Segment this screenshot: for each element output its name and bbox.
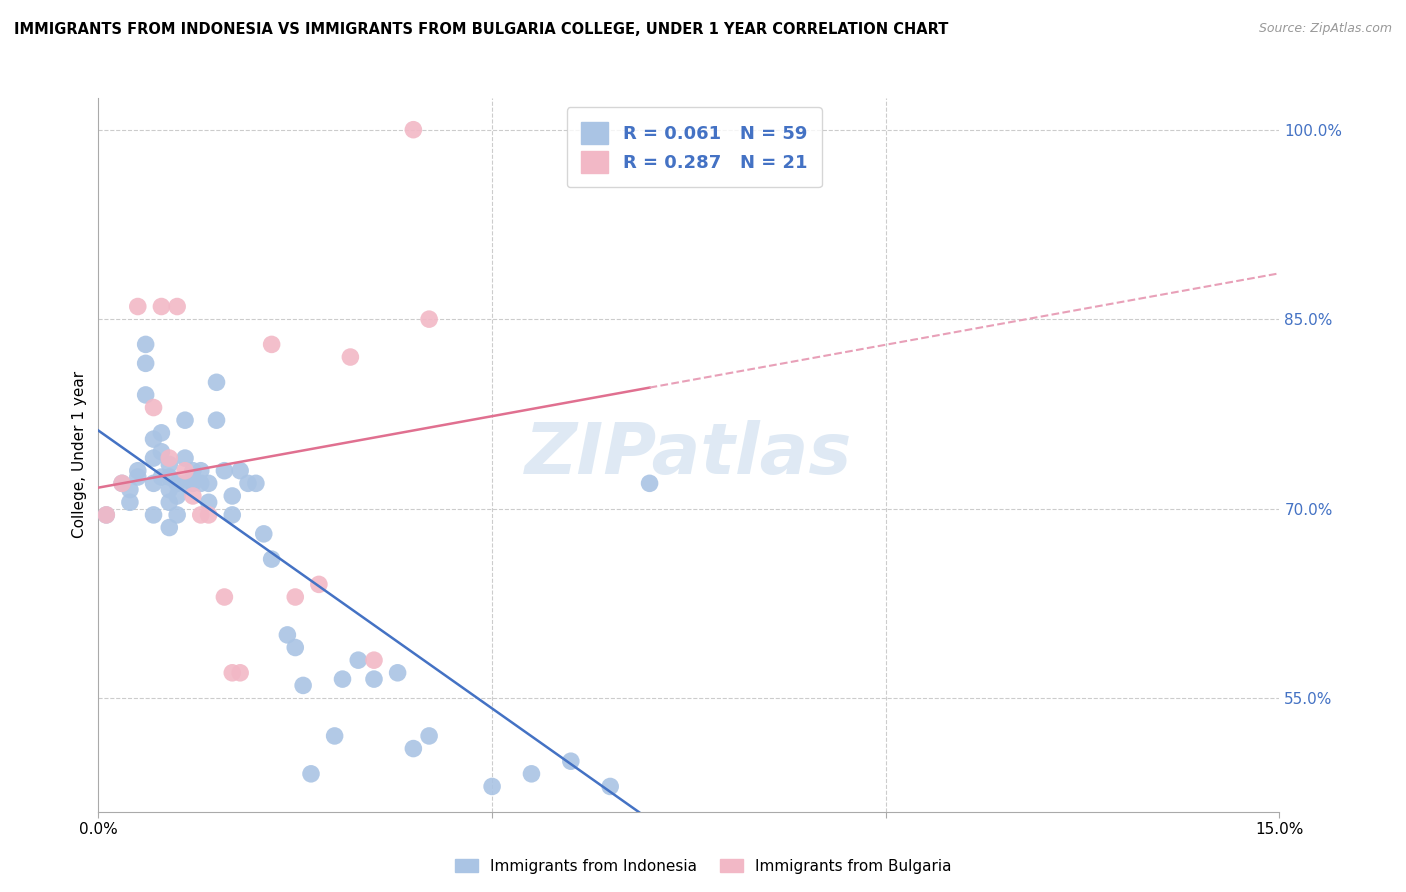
Point <box>190 464 212 478</box>
Point <box>181 489 204 503</box>
Point <box>284 640 307 655</box>
Point <box>166 489 188 503</box>
Point <box>174 413 197 427</box>
Point <box>166 508 188 522</box>
Point <box>260 552 283 566</box>
Point <box>197 476 219 491</box>
Point <box>418 729 440 743</box>
Point <box>135 356 157 370</box>
Point <box>599 780 621 794</box>
Point <box>363 672 385 686</box>
Point <box>142 508 165 522</box>
Point <box>118 483 141 497</box>
Point <box>276 628 298 642</box>
Point <box>142 451 165 466</box>
Legend: Immigrants from Indonesia, Immigrants from Bulgaria: Immigrants from Indonesia, Immigrants fr… <box>449 853 957 880</box>
Point <box>214 590 236 604</box>
Point <box>387 665 409 680</box>
Point <box>142 432 165 446</box>
Point <box>347 653 370 667</box>
Point <box>229 464 252 478</box>
Point <box>205 376 228 390</box>
Point <box>197 495 219 509</box>
Point <box>150 444 173 458</box>
Point <box>284 590 307 604</box>
Point <box>402 741 425 756</box>
Y-axis label: College, Under 1 year: College, Under 1 year <box>72 371 87 539</box>
Point <box>135 388 157 402</box>
Point <box>190 476 212 491</box>
Point <box>229 665 252 680</box>
Point <box>205 413 228 427</box>
Point <box>292 678 315 692</box>
Text: Source: ZipAtlas.com: Source: ZipAtlas.com <box>1258 22 1392 36</box>
Point <box>166 300 188 314</box>
Point <box>150 470 173 484</box>
Point <box>174 451 197 466</box>
Point <box>190 508 212 522</box>
Point <box>638 476 661 491</box>
Point <box>127 470 149 484</box>
Point <box>111 476 134 491</box>
Point <box>127 464 149 478</box>
Point <box>221 665 243 680</box>
Point <box>174 464 197 478</box>
Point <box>150 425 173 440</box>
Point <box>142 476 165 491</box>
Point <box>481 780 503 794</box>
Text: IMMIGRANTS FROM INDONESIA VS IMMIGRANTS FROM BULGARIA COLLEGE, UNDER 1 YEAR CORR: IMMIGRANTS FROM INDONESIA VS IMMIGRANTS … <box>14 22 949 37</box>
Point <box>418 312 440 326</box>
Point <box>520 767 543 781</box>
Point <box>157 483 180 497</box>
Point <box>181 464 204 478</box>
Point <box>339 350 361 364</box>
Point <box>127 300 149 314</box>
Point <box>96 508 118 522</box>
Point <box>174 476 197 491</box>
Point <box>157 495 180 509</box>
Point <box>260 337 283 351</box>
Point <box>332 672 354 686</box>
Point <box>245 476 267 491</box>
Point <box>402 122 425 136</box>
Point <box>157 458 180 472</box>
Point <box>181 476 204 491</box>
Point <box>142 401 165 415</box>
Legend: R = 0.061   N = 59, R = 0.287   N = 21: R = 0.061 N = 59, R = 0.287 N = 21 <box>567 107 821 187</box>
Point <box>150 300 173 314</box>
Point <box>96 508 118 522</box>
Point <box>308 577 330 591</box>
Point <box>157 470 180 484</box>
Point <box>166 476 188 491</box>
Point <box>221 489 243 503</box>
Point <box>135 337 157 351</box>
Text: ZIPatlas: ZIPatlas <box>526 420 852 490</box>
Point <box>323 729 346 743</box>
Point <box>214 464 236 478</box>
Point <box>221 508 243 522</box>
Point <box>253 526 276 541</box>
Point <box>299 767 322 781</box>
Point <box>560 754 582 768</box>
Point <box>111 476 134 491</box>
Point <box>236 476 259 491</box>
Point <box>157 451 180 466</box>
Point <box>118 495 141 509</box>
Point <box>363 653 385 667</box>
Point <box>157 520 180 534</box>
Point <box>197 508 219 522</box>
